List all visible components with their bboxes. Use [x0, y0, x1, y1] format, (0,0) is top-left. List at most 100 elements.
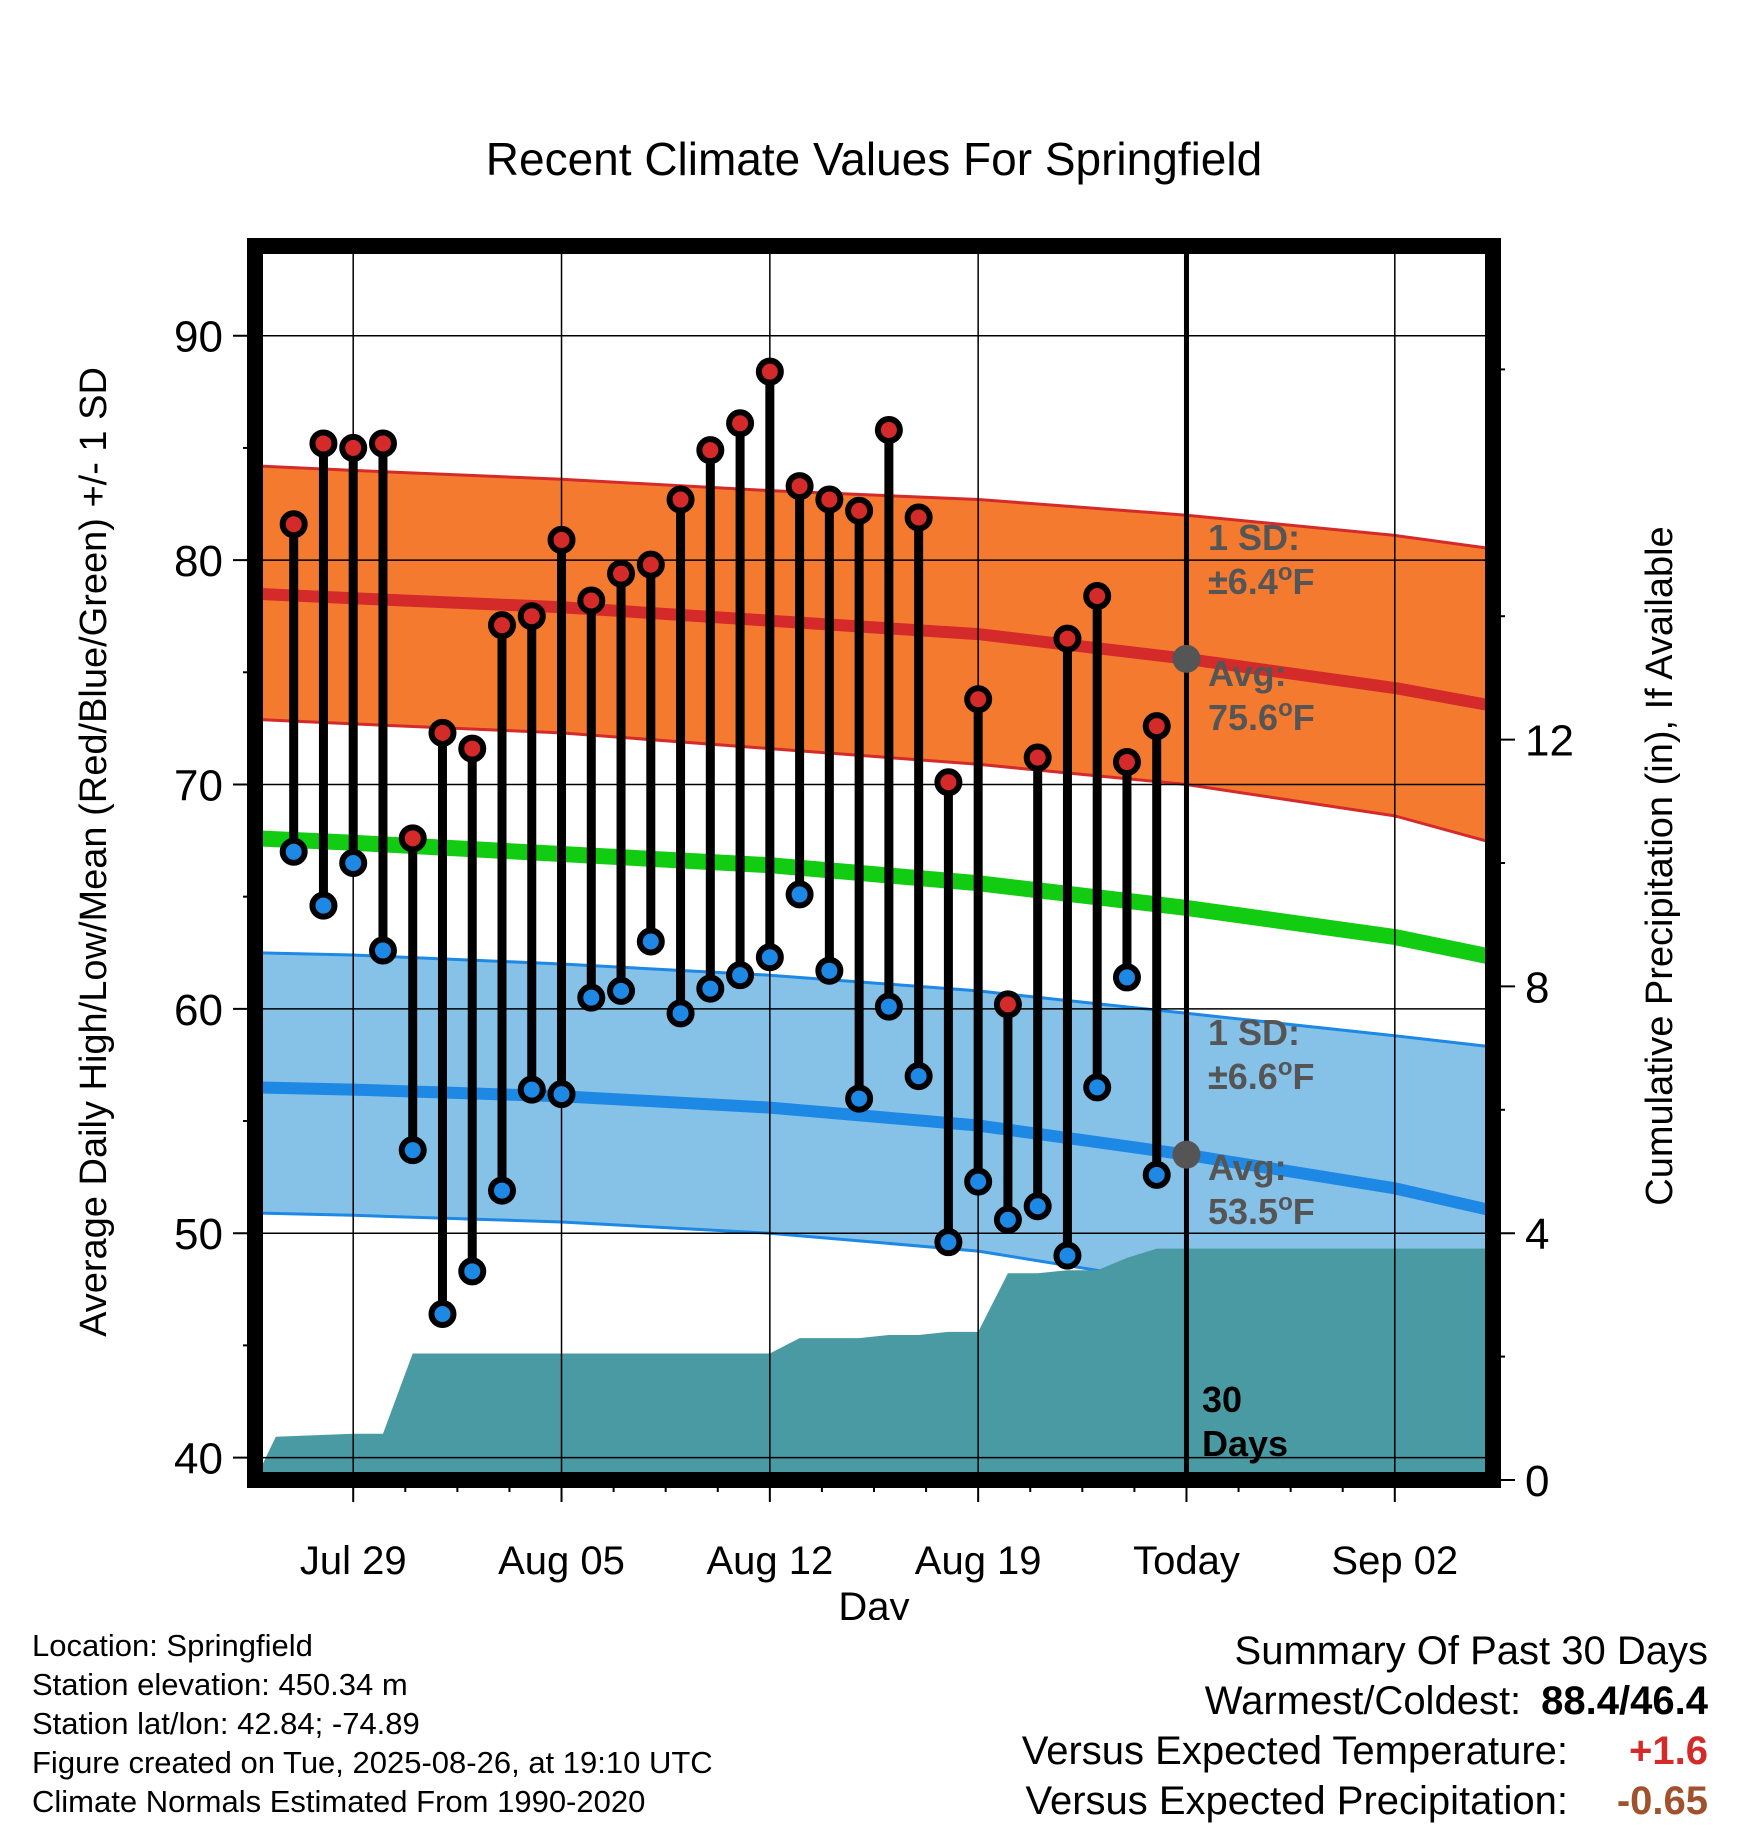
daily-high-point	[815, 485, 844, 514]
x-tick-label: Sep 02	[1331, 1539, 1458, 1583]
daily-high-point	[398, 824, 427, 853]
high-sd-label-line2: ±6.4oF	[1208, 559, 1314, 602]
y2-tick-label: 8	[1525, 963, 1549, 1012]
high-avg-label-unit-o: o	[1278, 695, 1293, 722]
daily-high-point	[607, 559, 636, 588]
daily-high-point	[964, 685, 993, 714]
y-tick-label: 40	[174, 1435, 223, 1484]
warm-cold-value: 88.4/46.4	[1541, 1679, 1708, 1723]
daily-low-point	[904, 1062, 933, 1091]
x-tick-label: Aug 12	[706, 1539, 833, 1583]
y2-tick-label: 0	[1525, 1457, 1549, 1506]
daily-low-point	[428, 1299, 457, 1328]
elevation-text: Station elevation: 450.34 m	[32, 1667, 408, 1702]
days-label-line1: 30	[1202, 1379, 1242, 1420]
high-avg-label-unit-f: F	[1293, 697, 1315, 738]
daily-low-point	[636, 927, 665, 956]
daily-low-point	[1112, 963, 1141, 992]
temp-label: Versus Expected Temperature:	[1021, 1729, 1568, 1773]
daily-low-point	[696, 974, 725, 1003]
low-avg-label-unit-f: F	[1293, 1191, 1315, 1232]
chart-title: Recent Climate Values For Springfield	[486, 133, 1262, 185]
daily-high-point	[993, 990, 1022, 1019]
high-avg-label: Avg:75.6oF	[1208, 653, 1315, 738]
daily-low-point	[547, 1080, 576, 1109]
daily-low-point	[845, 1084, 874, 1113]
daily-low-point	[874, 992, 903, 1021]
summary-precip-row: Versus Expected Precipitation: -0.65	[1022, 1776, 1708, 1826]
daily-low-point	[785, 880, 814, 909]
daily-low-point	[1023, 1192, 1052, 1221]
daily-high-point	[845, 496, 874, 525]
y-tick-label: 70	[174, 761, 223, 810]
precip-value: -0.65	[1616, 1779, 1708, 1823]
daily-high-point	[785, 472, 814, 501]
today-low-normal-marker	[1172, 1140, 1201, 1169]
y2-axis-label: Cumulative Precipitation (in), If Availa…	[1639, 526, 1681, 1205]
station-info: Location: Springfield Station elevation:…	[32, 1626, 713, 1821]
daily-low-point	[488, 1176, 517, 1205]
daily-low-point	[577, 983, 606, 1012]
daily-low-point	[666, 999, 695, 1028]
daily-high-point	[874, 415, 903, 444]
daily-high-point	[696, 436, 725, 465]
high-sd-label: 1 SD:±6.4oF	[1208, 517, 1314, 602]
daily-high-point	[904, 503, 933, 532]
daily-low-point	[993, 1205, 1022, 1234]
daily-high-point	[339, 433, 368, 462]
y2-tick-label: 4	[1525, 1210, 1549, 1259]
daily-low-point	[1142, 1160, 1171, 1189]
daily-low-point	[279, 837, 308, 866]
low-sd-label-line1: 1 SD:	[1208, 1012, 1300, 1053]
y-tick-label: 60	[174, 986, 223, 1035]
high-sd-label-unit-f: F	[1292, 561, 1314, 602]
low-avg-label: Avg:53.5oF	[1208, 1147, 1315, 1232]
daily-high-point	[517, 602, 546, 631]
daily-high-point	[636, 550, 665, 579]
location-text: Location: Springfield	[32, 1628, 313, 1663]
low-sd-label: 1 SD:±6.6oF	[1208, 1012, 1314, 1097]
low-avg-label-line2: 53.5oF	[1208, 1189, 1315, 1232]
latlon-text: Station lat/lon: 42.84; -74.89	[32, 1706, 420, 1741]
high-avg-label-line2: 75.6oF	[1208, 695, 1315, 738]
daily-high-point	[1083, 582, 1112, 611]
daily-low-point	[368, 936, 397, 965]
daily-high-point	[1023, 743, 1052, 772]
daily-low-point	[755, 943, 784, 972]
daily-high-point	[577, 586, 606, 615]
y-tick-label: 50	[174, 1210, 223, 1259]
daily-low-point	[934, 1228, 963, 1257]
high-sd-band-lower-edge	[254, 717, 1494, 845]
daily-low-point	[517, 1075, 546, 1104]
y2-tick-label: 12	[1525, 717, 1574, 766]
y-tick-label: 80	[174, 537, 223, 586]
plot-frame	[247, 238, 1501, 1488]
temp-value: +1.6	[1629, 1729, 1708, 1773]
summary-panel: Summary Of Past 30 Days Warmest/Coldest:…	[1022, 1626, 1708, 1826]
daily-high-point	[1142, 712, 1171, 741]
daily-high-point	[488, 611, 517, 640]
normal-mean-line	[254, 830, 1495, 966]
x-tick-label: Today	[1133, 1539, 1240, 1583]
x-tick-label: Jul 29	[300, 1539, 407, 1583]
daily-high-point	[309, 429, 338, 458]
summary-title: Summary Of Past 30 Days	[1234, 1629, 1708, 1673]
daily-low-point	[1083, 1073, 1112, 1102]
summary-temp-row: Versus Expected Temperature: +1.6	[1022, 1726, 1708, 1776]
high-avg-label-line1: Avg:	[1208, 653, 1287, 694]
precipitation-area	[255, 1248, 1493, 1480]
x-tick-label: Aug 05	[498, 1539, 625, 1583]
daily-low-point	[339, 849, 368, 877]
low-sd-label-unit-o: o	[1278, 1054, 1293, 1081]
daily-high-point	[666, 485, 695, 514]
x-tick-label: Aug 19	[915, 1539, 1042, 1583]
warm-cold-label: Warmest/Coldest:	[1204, 1679, 1522, 1723]
created-text: Figure created on Tue, 2025-08-26, at 19…	[32, 1745, 713, 1780]
daily-high-point	[1112, 748, 1141, 777]
low-sd-label-unit-f: F	[1292, 1056, 1314, 1097]
daily-high-point	[934, 768, 963, 797]
daily-high-point	[547, 525, 576, 554]
daily-high-point	[1053, 624, 1082, 653]
daily-high-point	[755, 357, 784, 386]
